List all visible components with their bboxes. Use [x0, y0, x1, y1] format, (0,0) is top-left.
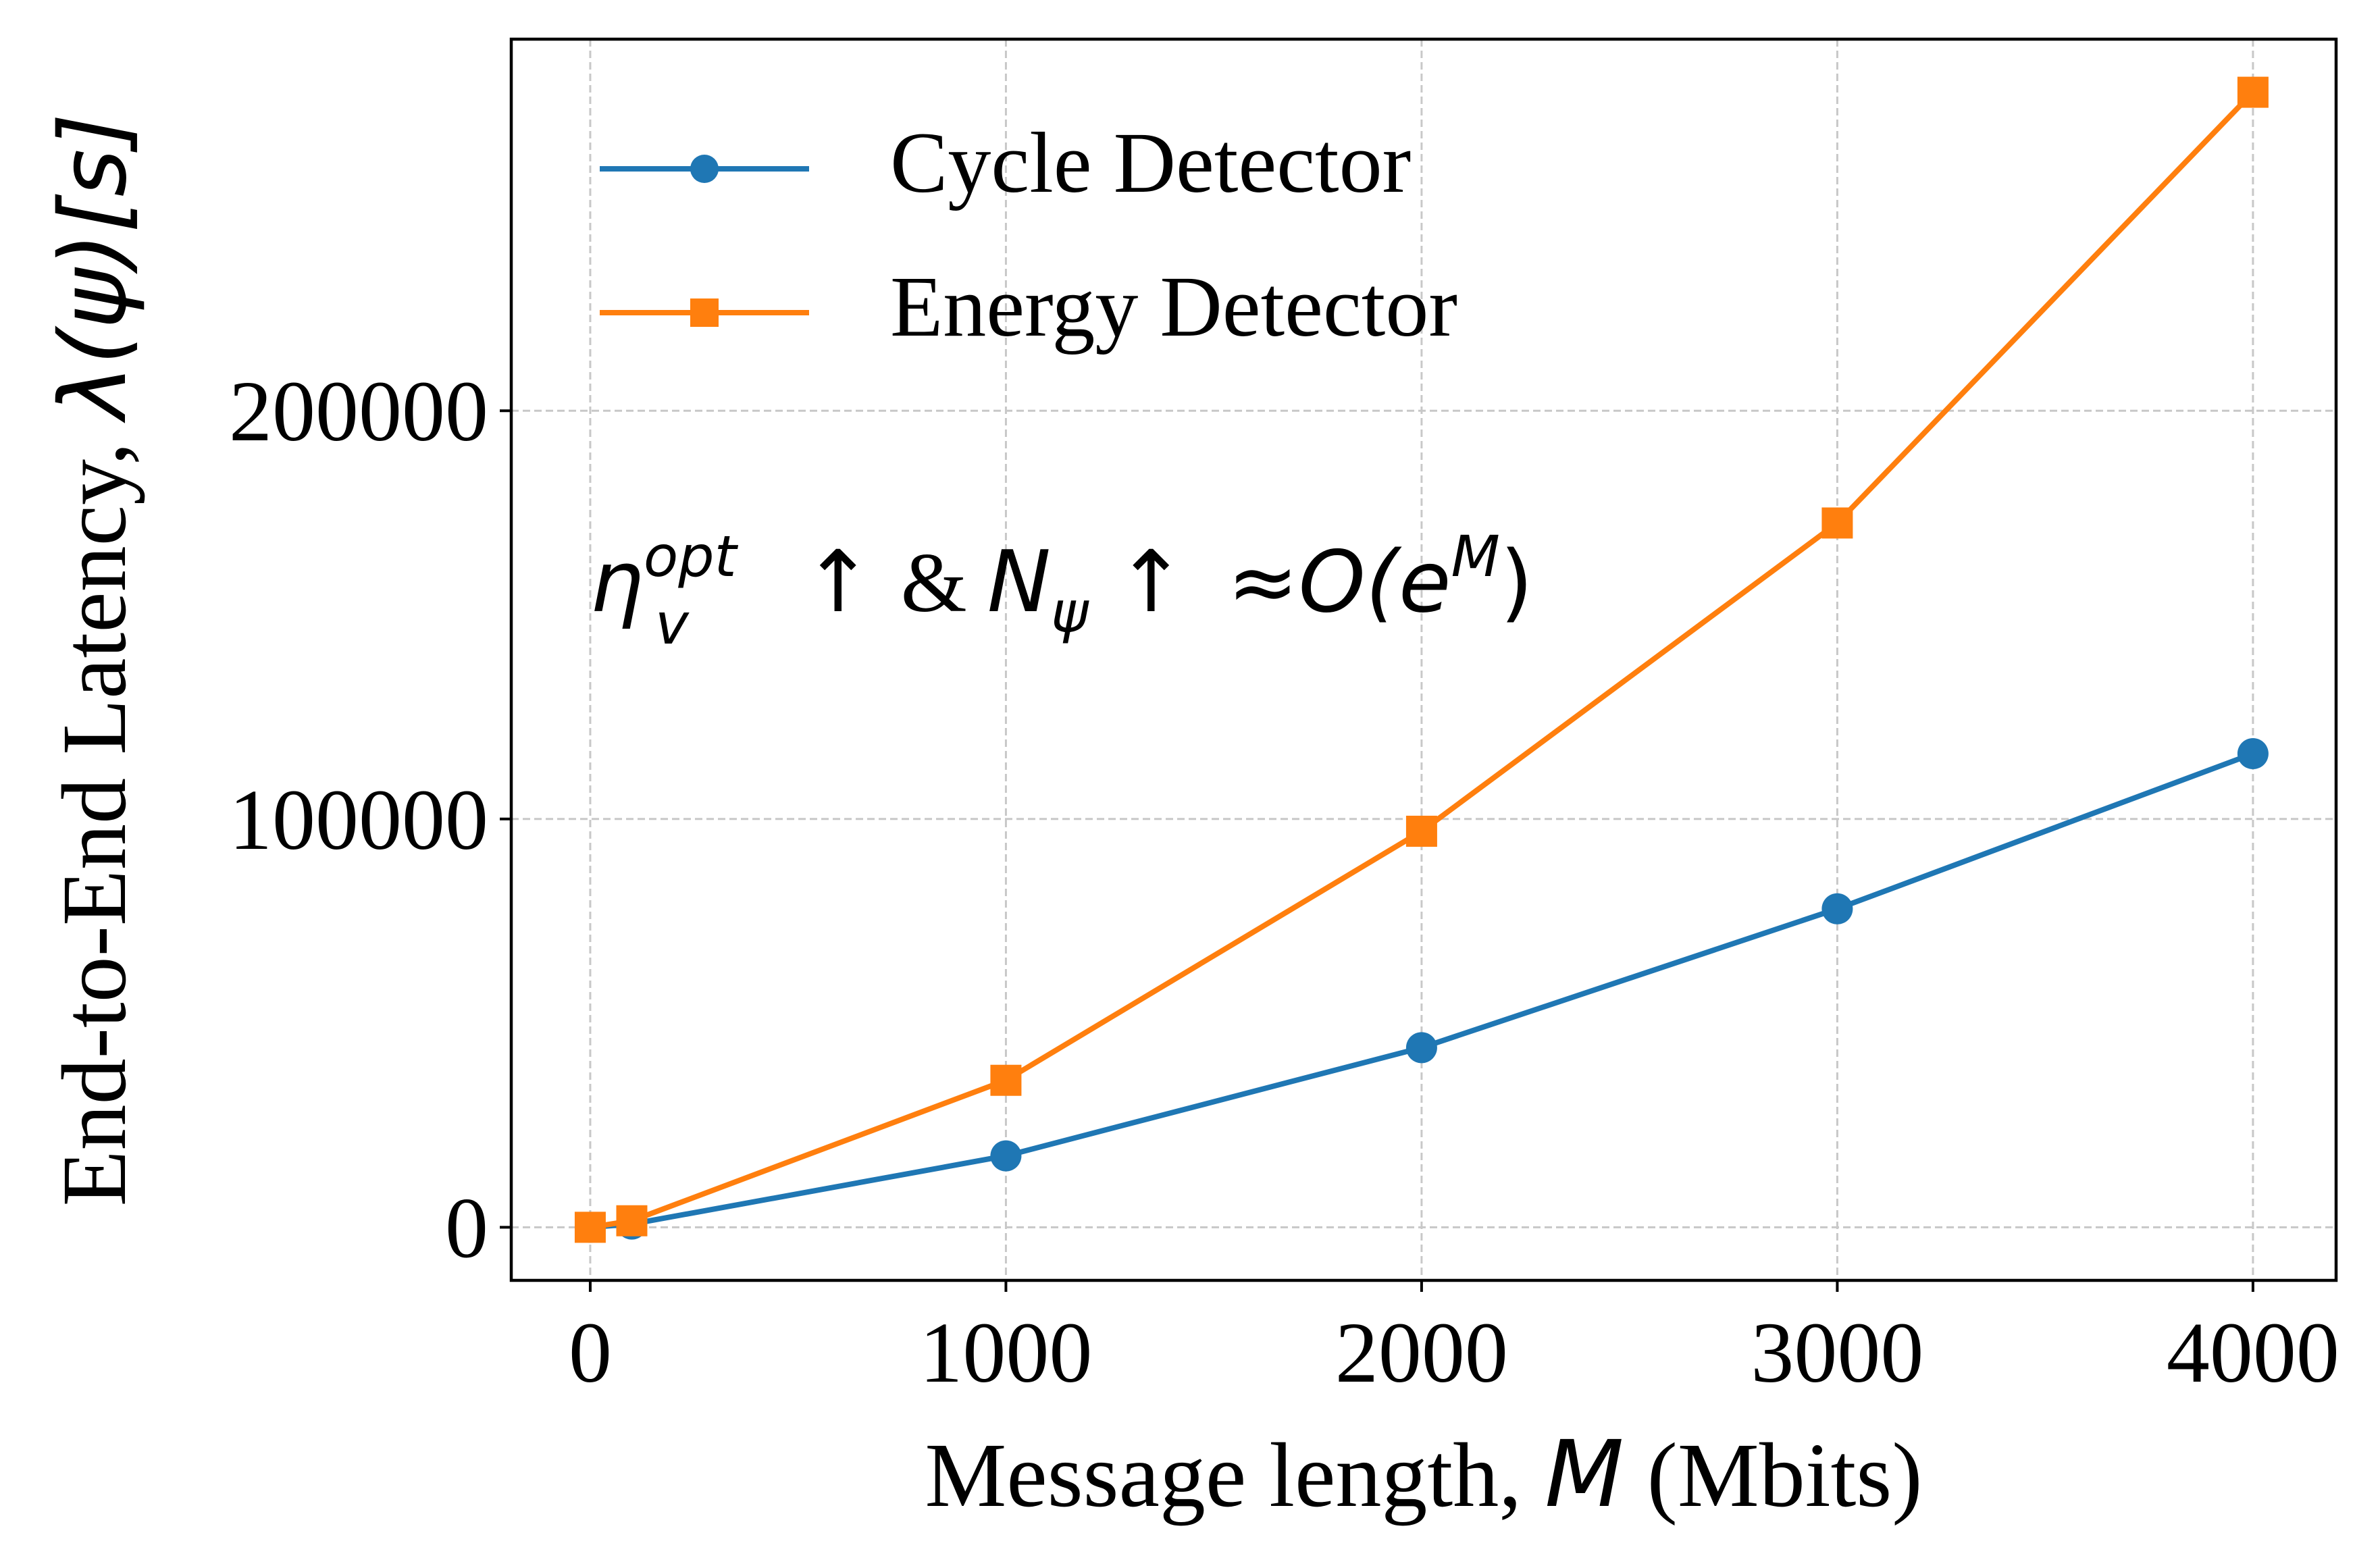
- x-tick-label: 0: [569, 1305, 612, 1401]
- annotation-eta: η: [590, 532, 644, 631]
- annotation-eta-sub: v: [655, 591, 690, 657]
- annotation-arrow-2: ↑: [1088, 532, 1214, 631]
- data-point-energy-detector: [574, 1211, 606, 1243]
- annotation-formula: ηopt v ↑ & Nψ ↑ ≈O(eM): [590, 523, 1533, 657]
- data-point-cycle-detector: [990, 1140, 1022, 1172]
- data-point-energy-detector: [616, 1205, 648, 1236]
- grid-lines: [511, 39, 2336, 1280]
- x-axis-label: Message length, M (Mbits): [925, 1422, 1922, 1528]
- axis-ticks: 0 1000 2000 3000 4000 0 100000 200000: [229, 363, 2339, 1401]
- legend-energy-marker: [690, 298, 719, 327]
- data-point-cycle-detector: [2237, 738, 2269, 770]
- annotation-arrow-1: ↑: [775, 532, 901, 631]
- data-point-cycle-detector: [1821, 893, 1853, 924]
- annotation-order: O(e: [1299, 532, 1451, 631]
- series-layer: [574, 76, 2269, 1243]
- x-tick-label: 3000: [1751, 1305, 1923, 1401]
- annotation-amp: &: [901, 536, 967, 630]
- data-point-energy-detector: [990, 1064, 1022, 1096]
- legend-cycle-marker: [690, 155, 719, 183]
- x-tick-label: 2000: [1335, 1305, 1508, 1401]
- legend-energy-label: Energy Detector: [890, 259, 1457, 355]
- x-tick-label: 1000: [919, 1305, 1092, 1401]
- legend: Cycle Detector Energy Detector: [600, 115, 1457, 355]
- data-point-energy-detector: [1821, 507, 1853, 539]
- data-point-energy-detector: [2237, 76, 2269, 108]
- annotation-n: N: [987, 532, 1051, 631]
- plot-frame: [509, 37, 2338, 1282]
- y-tick-label: 0: [445, 1180, 488, 1276]
- annotation-close: ): [1500, 532, 1533, 631]
- x-tick-label: 4000: [2167, 1305, 2339, 1401]
- legend-cycle-label: Cycle Detector: [890, 115, 1411, 211]
- y-axis-label: End-to-End Latency, λ(ψ)[s]: [41, 113, 147, 1207]
- annotation-eta-sup: opt: [644, 523, 739, 590]
- data-point-energy-detector: [1405, 815, 1437, 847]
- y-tick-label: 200000: [229, 363, 488, 459]
- annotation-order-sup: M: [1451, 523, 1500, 590]
- y-tick-label: 100000: [229, 772, 488, 868]
- data-point-cycle-detector: [1405, 1032, 1437, 1064]
- annotation-n-sub: ψ: [1051, 579, 1089, 645]
- annotation-approx: ≈: [1227, 532, 1299, 631]
